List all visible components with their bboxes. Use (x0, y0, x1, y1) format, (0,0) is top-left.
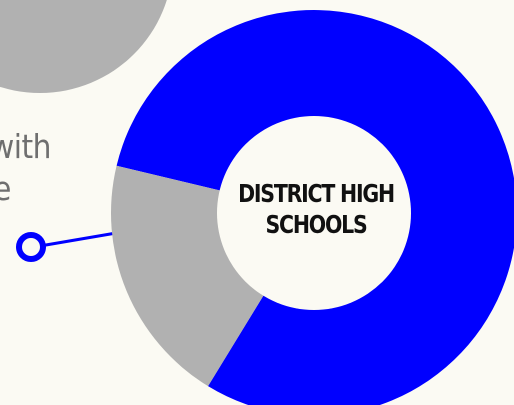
side-caption-line-1: with (0, 127, 52, 166)
side-caption-line-2: ve (0, 168, 56, 206)
side-caption: with ve (0, 126, 80, 206)
center-label-line-1: DISTRICT HIGH (238, 179, 395, 208)
connector-marker (16, 232, 46, 262)
donut-center-label: DISTRICT HIGH SCHOOLS (234, 178, 398, 240)
center-label-line-2: SCHOOLS (265, 210, 367, 239)
connector-line (39, 230, 123, 248)
donut-hole (217, 116, 411, 310)
previous-chart-fragment (0, 0, 167, 93)
